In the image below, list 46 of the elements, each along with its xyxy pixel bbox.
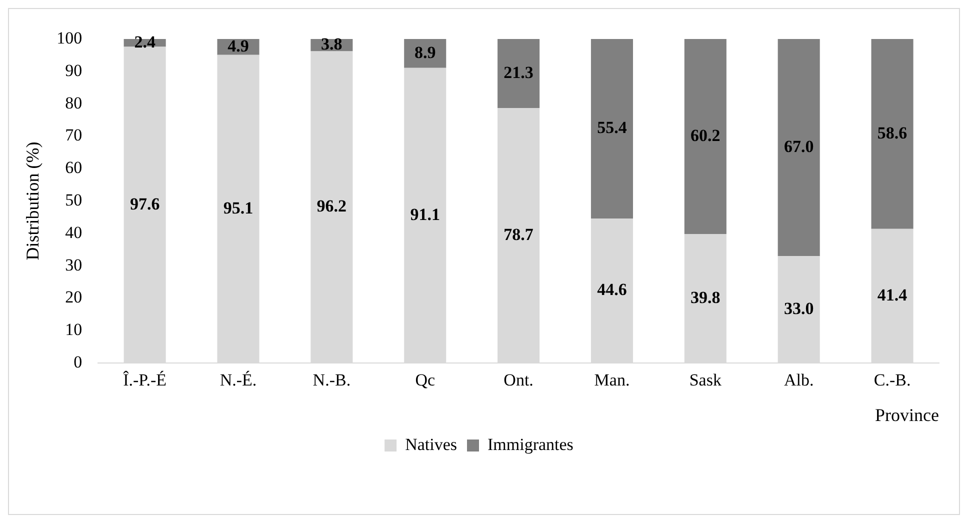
data-label: 60.2 [690, 126, 720, 145]
y-tick-label: 20 [65, 288, 82, 307]
y-tick-label: 80 [65, 93, 82, 112]
x-tick-label: Qc [415, 370, 436, 390]
y-tick-label: 0 [74, 352, 82, 372]
x-tick-label: Sask [689, 370, 722, 390]
data-label: 78.7 [504, 224, 534, 244]
bar [778, 39, 820, 256]
bar [590, 39, 634, 218]
x-tick-label: N.-É. [220, 370, 257, 390]
data-label: 4.9 [228, 36, 249, 56]
y-tick-label: 90 [65, 60, 82, 80]
x-tick-label: C.-B. [874, 370, 911, 390]
bar [684, 39, 726, 234]
y-tick-label: 60 [65, 158, 82, 178]
data-label: 97.6 [130, 194, 160, 214]
data-label: 8.9 [414, 42, 436, 62]
x-tick-label: Ont. [504, 370, 534, 390]
data-label: 39.8 [690, 288, 720, 307]
y-tick-label: 50 [65, 190, 82, 210]
x-tick-label: N.-B. [312, 370, 351, 390]
y-tick-label: 70 [65, 126, 82, 145]
y-tick-label: 100 [56, 28, 82, 48]
bar [871, 39, 914, 229]
x-tick-label: Î.-P.-É [123, 370, 167, 390]
y-tick-label: 30 [65, 255, 82, 274]
data-label: 33.0 [784, 298, 814, 318]
bar [498, 39, 540, 108]
x-tick-label: Alb. [784, 370, 814, 390]
y-axis-title: Distribution (%) [22, 142, 43, 260]
x-axis-title: Province [875, 404, 940, 425]
data-label: 67.0 [784, 136, 814, 156]
data-label: 44.6 [597, 280, 627, 300]
data-label: 95.1 [223, 198, 254, 218]
data-label: 55.4 [597, 118, 628, 138]
data-label: 91.1 [410, 204, 440, 224]
y-tick-label: 10 [65, 320, 82, 340]
data-label: 3.8 [321, 34, 342, 54]
data-label: 21.3 [504, 62, 534, 82]
y-tick-label: 40 [65, 222, 82, 242]
legend-label: Natives [405, 434, 458, 454]
data-label: 96.2 [316, 196, 347, 216]
x-tick-label: Man. [594, 370, 630, 390]
data-label: 41.4 [877, 285, 908, 304]
legend-label: Immigrantes [488, 434, 574, 454]
data-label: 58.6 [877, 123, 908, 142]
